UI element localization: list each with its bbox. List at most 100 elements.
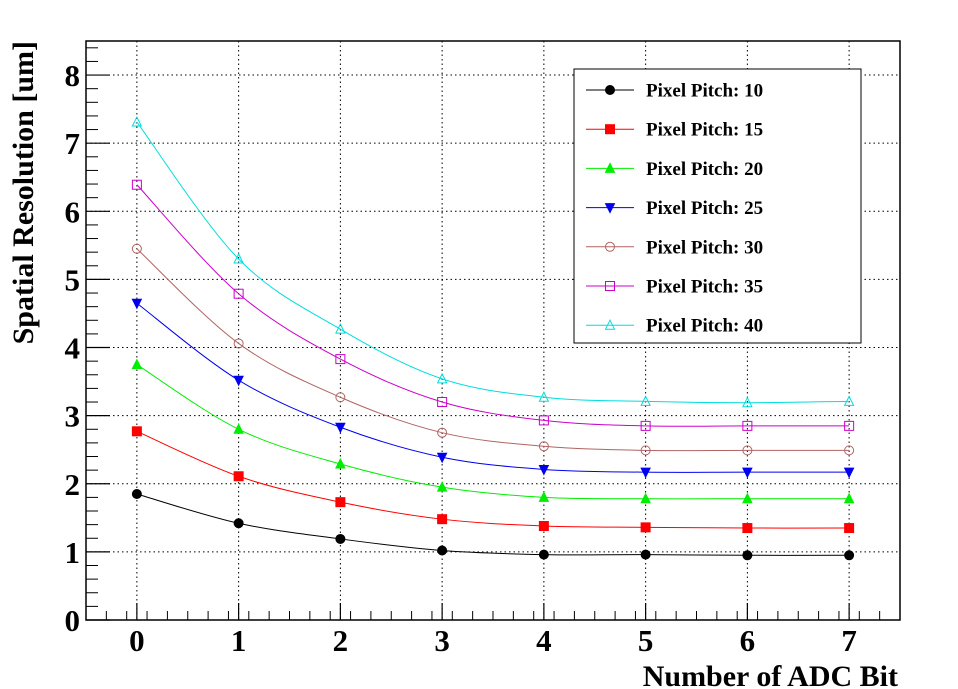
legend: Pixel Pitch: 10 Pixel Pitch: 15 Pixel Pitc… (573, 68, 862, 344)
data-point (538, 415, 549, 426)
data-point (640, 420, 651, 431)
data-point (335, 497, 346, 508)
data-point (233, 375, 244, 387)
series-3 (131, 358, 855, 504)
data-point (233, 423, 244, 434)
y-tick-label: 7 (65, 126, 81, 161)
data-point (742, 445, 753, 456)
data-point (335, 457, 346, 469)
y-tick-label: 4 (65, 331, 81, 366)
data-point (131, 358, 143, 370)
axis-ticks (85, 47, 901, 621)
data-point (436, 452, 448, 464)
y-tick-label: 5 (65, 262, 81, 297)
legend-marker (605, 281, 615, 291)
data-point (538, 464, 550, 476)
legend-label: Pixel Pitch: 40 (646, 316, 763, 337)
data-point (335, 392, 346, 403)
series-1 (131, 488, 855, 561)
legend-label: Pixel Pitch: 10 (646, 81, 763, 102)
data-point (538, 549, 549, 560)
series-line (136, 430, 850, 529)
legend-entry: Pixel Pitch: 40 (586, 316, 763, 337)
legend-marker (604, 162, 616, 173)
x-tick-label: 7 (841, 623, 857, 658)
series-5 (131, 243, 855, 456)
data-point (437, 397, 448, 408)
series-line (136, 493, 850, 556)
data-point (437, 545, 448, 556)
data-point (131, 298, 143, 310)
legend-marker (605, 241, 615, 252)
data-point (844, 550, 855, 561)
legend-label: Pixel Pitch: 30 (646, 237, 763, 258)
y-tick-label: 6 (65, 194, 81, 229)
data-point (843, 492, 855, 504)
x-tick-label: 1 (231, 623, 247, 658)
data-point (844, 445, 855, 456)
legend-entry: Pixel Pitch: 10 (586, 81, 763, 102)
legend-marker (604, 319, 616, 330)
data-point (131, 426, 142, 437)
x-tick-label: 3 (434, 623, 450, 658)
data-point (233, 338, 244, 349)
data-point (233, 252, 244, 264)
x-tick-label: 5 (638, 623, 654, 658)
data-point (437, 514, 448, 525)
data-point (233, 471, 244, 482)
data-point (538, 520, 549, 531)
legend-label: Pixel Pitch: 15 (646, 120, 763, 141)
data-point (538, 391, 550, 402)
data-point (742, 550, 753, 561)
y-tick-label: 2 (65, 467, 81, 502)
y-tick-label: 0 (65, 603, 81, 638)
data-point (742, 396, 753, 408)
series-line (136, 302, 850, 473)
data-point (640, 492, 651, 504)
series-6 (131, 179, 855, 431)
data-point (640, 395, 651, 406)
series-4 (131, 298, 855, 479)
data-point (844, 523, 855, 534)
data-point (437, 427, 448, 438)
data-point (640, 549, 651, 560)
legend-box (573, 68, 862, 344)
data-point (742, 492, 753, 504)
data-point (131, 243, 142, 254)
data-point (131, 179, 142, 190)
x-tick-label: 4 (536, 623, 552, 658)
data-point (436, 372, 448, 384)
tick-labels: 0 1 2 3 4 5 6 7 0 1 2 3 4 5 6 7 8 (65, 58, 857, 658)
data-point (843, 395, 855, 406)
x-tick-label: 6 (740, 623, 756, 658)
data-point (844, 420, 855, 431)
data-point (640, 467, 651, 479)
data-point (640, 522, 651, 533)
legend-entry: Pixel Pitch: 25 (586, 198, 763, 219)
data-point (436, 481, 448, 492)
legend-label: Pixel Pitch: 35 (646, 277, 763, 298)
legend-marker (604, 203, 616, 214)
data-point (335, 323, 346, 334)
y-tick-label: 1 (65, 535, 81, 570)
data-point (131, 115, 143, 127)
legend-entry: Pixel Pitch: 30 (586, 237, 763, 258)
series-line (136, 248, 850, 452)
data-point (742, 467, 753, 479)
legend-label: Pixel Pitch: 25 (646, 198, 763, 219)
legend-entry: Pixel Pitch: 15 (586, 120, 763, 141)
data-point (335, 533, 346, 544)
legend-label: Pixel Pitch: 20 (646, 159, 763, 180)
data-point (843, 467, 855, 479)
x-tick-label: 2 (333, 623, 349, 658)
data-point (233, 518, 244, 529)
data-point (538, 441, 549, 452)
series-group (131, 115, 855, 561)
data-point (538, 491, 550, 502)
legend-marker (605, 124, 615, 135)
data-point (335, 422, 346, 434)
data-point (335, 354, 346, 365)
series-line (136, 121, 850, 404)
legend-marker (605, 85, 615, 95)
